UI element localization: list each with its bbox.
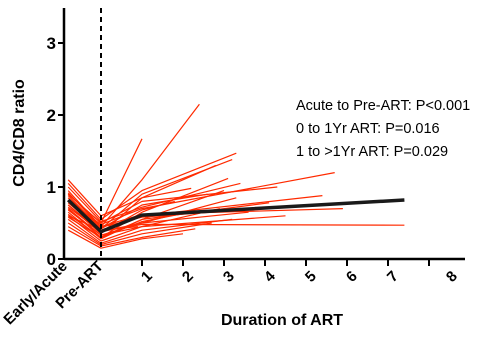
individual-series-line	[67, 152, 237, 220]
individual-series-line	[67, 213, 180, 238]
individual-series-line	[67, 182, 241, 223]
individual-series-line	[67, 222, 212, 246]
tick-layer	[58, 42, 430, 266]
individual-series-line	[67, 208, 221, 242]
mean-series-layer	[66, 198, 405, 234]
y-tick-label: 0	[47, 250, 56, 269]
y-axis-title: CD4/CD8 ratio	[11, 79, 28, 187]
x-tick-label: 1	[138, 268, 156, 286]
annotation-0-to-1yr-art: 0 to 1Yr ART: P=0.016	[296, 121, 440, 137]
annotation-acute-to-pre-art: Acute to Pre-ART: P<0.001	[296, 98, 470, 114]
individual-series-layer	[67, 103, 405, 249]
y-tick-label: 3	[47, 34, 56, 53]
mean-series-line	[66, 198, 405, 234]
x-tick-label: 2	[179, 268, 197, 286]
x-axis-title: Duration of ART	[221, 312, 343, 329]
annotation-1-to-gt1yr-art: 1 to >1Yr ART: P=0.029	[296, 144, 448, 160]
y-tick-label: 1	[47, 178, 56, 197]
individual-series-line	[67, 229, 184, 249]
x-tick-label: 6	[343, 268, 361, 286]
x-tick-label: 4	[261, 267, 279, 285]
x-tick-label: 5	[302, 268, 320, 286]
individual-series-line	[67, 186, 278, 224]
individual-series-line	[67, 179, 192, 217]
individual-series-line	[67, 206, 249, 233]
individual-series-line	[67, 226, 196, 247]
x-tick-label: 7	[384, 268, 402, 286]
individual-series-line	[67, 204, 405, 233]
x-tick-label: 8	[443, 268, 461, 286]
y-tick-label: 2	[47, 106, 56, 125]
x-tick-label: 3	[220, 268, 238, 286]
